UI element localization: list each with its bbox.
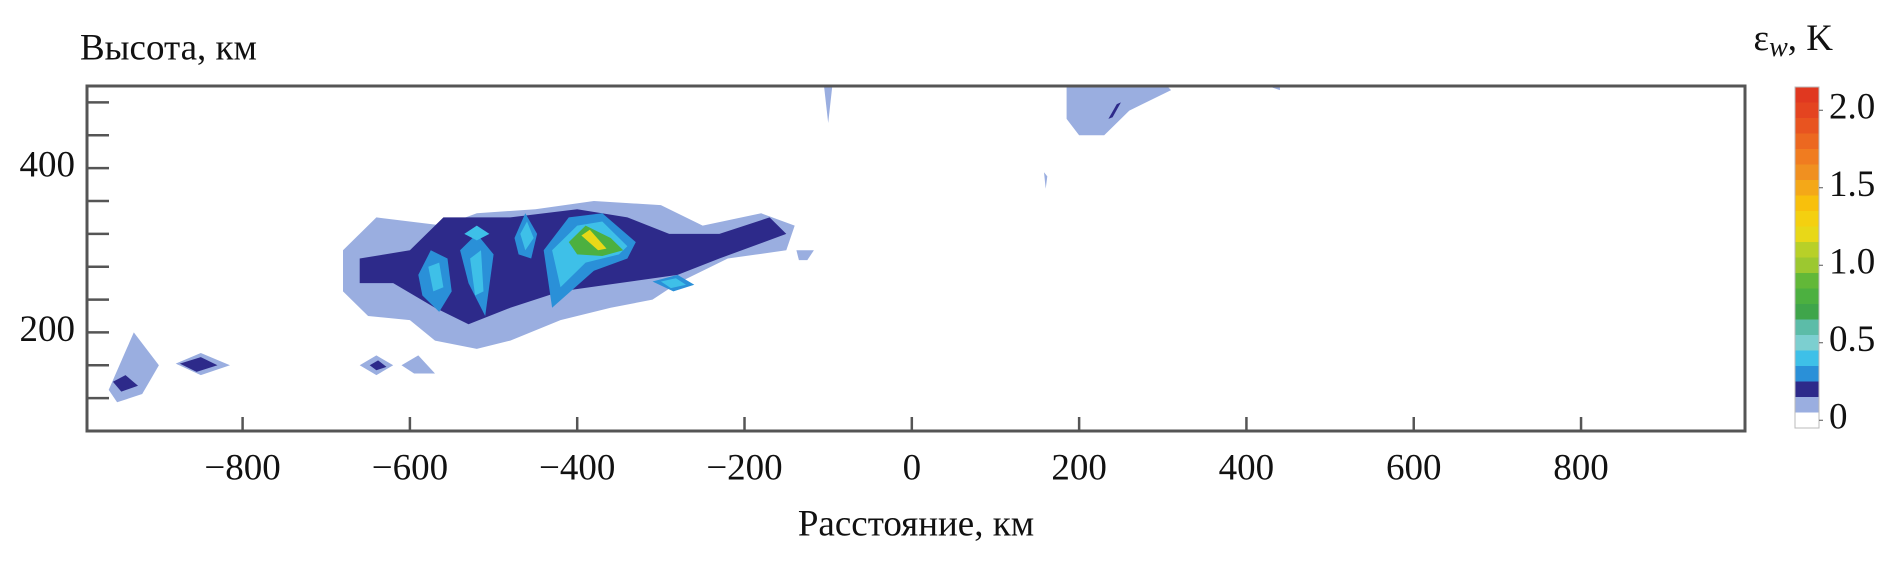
colorbar-segment	[1795, 102, 1819, 118]
contour-region	[108, 332, 159, 403]
colorbar-segment	[1795, 257, 1819, 273]
colorbar-unit: , K	[1788, 18, 1834, 59]
colorbar-segment	[1795, 133, 1819, 149]
x-tick-label: 0	[903, 447, 922, 488]
x-tick-label: −200	[706, 447, 782, 488]
colorbar-segment	[1795, 412, 1819, 428]
colorbar-segment	[1795, 319, 1819, 335]
colorbar-segment	[1795, 149, 1819, 165]
colorbar-title: εw, K	[1754, 18, 1834, 63]
x-tick-label: −400	[539, 447, 615, 488]
x-tick-label: −600	[372, 447, 448, 488]
contour-region	[1066, 86, 1172, 136]
contour-region	[796, 250, 814, 261]
contour-region	[112, 375, 138, 392]
x-axis-title: Расстояние, км	[798, 503, 1034, 544]
colorbar-segment	[1795, 273, 1819, 289]
contour-layer	[108, 86, 1280, 403]
x-tick-label: −800	[204, 447, 280, 488]
colorbar-segment	[1795, 381, 1819, 397]
colorbar-segment	[1795, 195, 1819, 211]
contour-region	[1108, 102, 1121, 119]
x-tick-label: 600	[1386, 447, 1442, 488]
x-tick-label: 200	[1051, 447, 1107, 488]
colorbar-segment	[1795, 87, 1819, 103]
x-tick-label: 800	[1553, 447, 1609, 488]
contour-region	[520, 221, 534, 251]
colorbar-segment	[1795, 304, 1819, 320]
colorbar-segment	[1795, 335, 1819, 351]
colorbar-tick-label: 0.5	[1829, 319, 1875, 360]
contour-region	[660, 278, 686, 289]
contour-region	[464, 225, 490, 241]
colorbar-symbol: ε	[1754, 18, 1770, 59]
contour-region	[179, 357, 218, 372]
colorbar-segment	[1795, 118, 1819, 134]
colorbar-segment	[1795, 397, 1819, 413]
colorbar-segment	[1795, 226, 1819, 242]
colorbar-segment	[1795, 288, 1819, 304]
colorbar-tick-label: 2.0	[1829, 87, 1875, 128]
plot-frame	[85, 84, 1747, 433]
colorbar-tick-label: 1.0	[1829, 242, 1875, 283]
colorbar-segment	[1795, 211, 1819, 227]
contour-region	[470, 250, 484, 296]
colorbar-segment	[1795, 366, 1819, 382]
contour-region	[369, 360, 387, 371]
colorbar-segment	[1795, 242, 1819, 258]
contour-region	[401, 355, 435, 374]
y-tick-label: 200	[20, 309, 76, 350]
colorbar-tick-label: 0	[1829, 397, 1848, 438]
colorbar-segment	[1795, 164, 1819, 180]
colorbar-tick-label: 1.5	[1829, 164, 1875, 205]
axes: −800 −600 −400 −200 0 200 400 600 800 200 400 0 0.5 1…	[20, 84, 1875, 488]
y-tick-label: 400	[20, 145, 76, 186]
x-tick-label: 400	[1219, 447, 1275, 488]
colorbar-segment	[1795, 350, 1819, 366]
contour-region	[824, 86, 833, 123]
y-axis-title: Высота, км	[80, 27, 257, 68]
colorbar-subscript: w	[1769, 32, 1788, 63]
contour-region	[428, 262, 444, 292]
colorbar-frame	[1794, 86, 1820, 429]
contour-region	[581, 229, 607, 251]
contour-region	[1044, 172, 1048, 189]
colorbar-segment	[1795, 180, 1819, 196]
